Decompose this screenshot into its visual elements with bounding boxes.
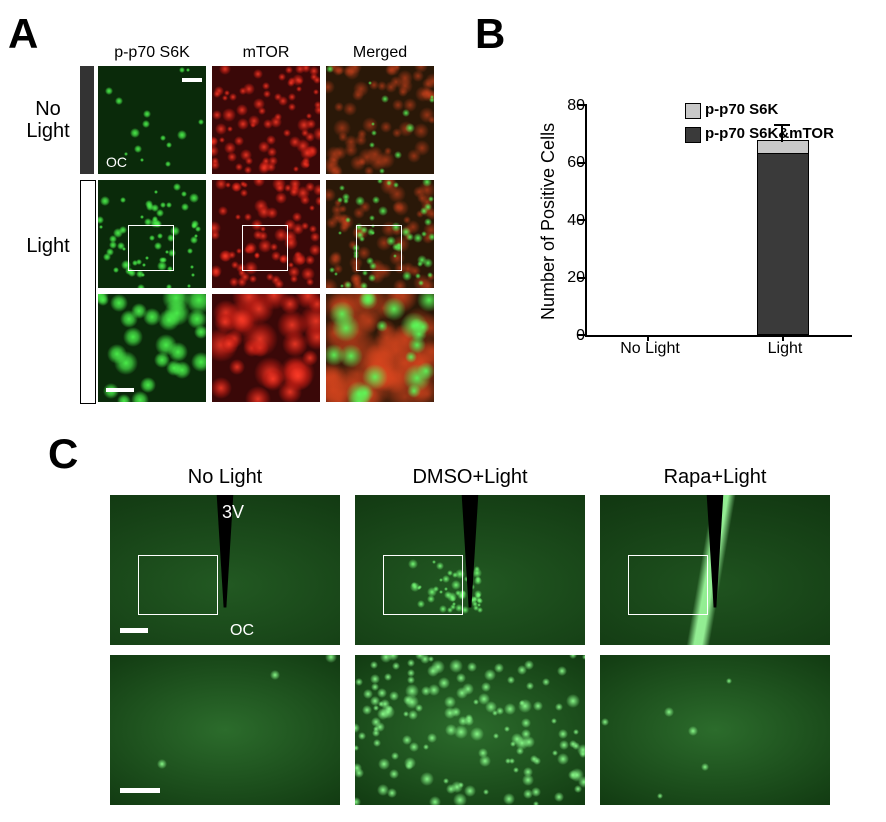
panel-c-label: C bbox=[48, 430, 78, 478]
micrograph-nolight-red bbox=[212, 66, 320, 174]
panel-a-col3: Merged bbox=[326, 44, 434, 62]
ylabel-0: 0 bbox=[555, 327, 585, 345]
micrograph-c-dmso-zoom bbox=[355, 655, 585, 805]
legend-box-2 bbox=[685, 127, 701, 143]
bar-light-top bbox=[757, 140, 809, 154]
roi-box bbox=[242, 225, 288, 271]
panel-a-row2: Light bbox=[18, 235, 78, 258]
scale-bar-c2 bbox=[120, 788, 160, 793]
scale-bar-c1 bbox=[120, 628, 148, 633]
roi-box bbox=[356, 225, 402, 271]
micrograph-light-green bbox=[98, 180, 206, 288]
oc-label-a: OC bbox=[106, 154, 127, 170]
micrograph-nolight-merged bbox=[326, 66, 434, 174]
micrograph-light-zoom-merged bbox=[326, 294, 434, 402]
roi-box bbox=[138, 555, 218, 615]
panel-a-sidebar-light bbox=[80, 180, 96, 404]
roi-box bbox=[628, 555, 708, 615]
panel-a-row1: NoLight bbox=[18, 98, 78, 142]
bar-light-dark bbox=[757, 152, 809, 335]
ylabel-40: 40 bbox=[555, 212, 585, 230]
scale-bar-a1 bbox=[182, 78, 202, 82]
panel-b-label: B bbox=[475, 10, 505, 58]
roi-box bbox=[128, 225, 174, 271]
ylabel-80: 80 bbox=[555, 97, 585, 115]
legend-text-2: p-p70 S6K&mTOR bbox=[705, 125, 834, 142]
micrograph-c-nolight-zoom bbox=[110, 655, 340, 805]
ylabel-60: 60 bbox=[555, 154, 585, 172]
panel-c-col2: DMSO+Light bbox=[355, 466, 585, 489]
legend-text-1: p-p70 S6K bbox=[705, 101, 778, 118]
xlabel-nolight: No Light bbox=[610, 340, 690, 358]
ylabel-20: 20 bbox=[555, 269, 585, 287]
bar-chart: Number of Positive Cells 0 20 40 60 80 N… bbox=[530, 95, 860, 355]
micrograph-light-zoom-green bbox=[98, 294, 206, 402]
xlabel-light: Light bbox=[745, 340, 825, 358]
micrograph-light-zoom-red bbox=[212, 294, 320, 402]
roi-box bbox=[383, 555, 463, 615]
legend-box-1 bbox=[685, 103, 701, 119]
panel-c-col1: No Light bbox=[110, 466, 340, 489]
label-oc-c: OC bbox=[230, 622, 254, 640]
panel-a-col1: p-p70 S6K bbox=[98, 44, 206, 62]
micrograph-light-red bbox=[212, 180, 320, 288]
micrograph-c-rapa-low bbox=[600, 495, 830, 645]
micrograph-light-merged bbox=[326, 180, 434, 288]
panel-a-col2: mTOR bbox=[212, 44, 320, 62]
micrograph-c-rapa-zoom bbox=[600, 655, 830, 805]
label-3v: 3V bbox=[222, 502, 244, 523]
micrograph-c-dmso-low bbox=[355, 495, 585, 645]
panel-c-col3: Rapa+Light bbox=[600, 466, 830, 489]
panel-a-sidebar-dark bbox=[80, 66, 94, 174]
scale-bar-a2 bbox=[106, 388, 134, 392]
panel-a-label: A bbox=[8, 10, 38, 58]
